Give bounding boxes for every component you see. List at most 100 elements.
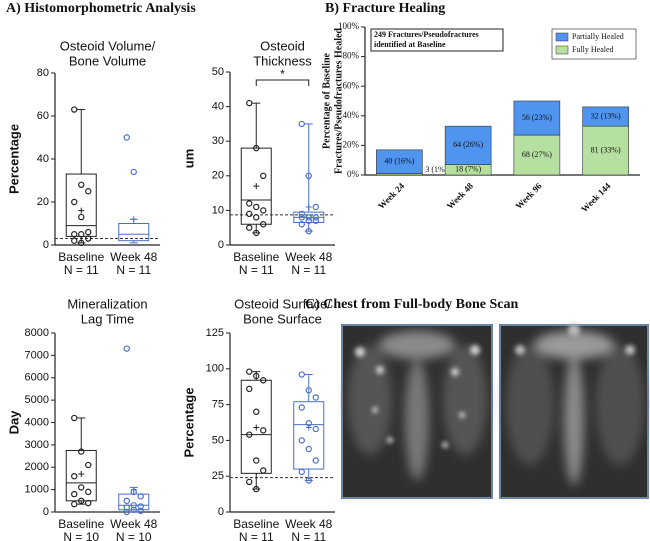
data-point: [260, 207, 267, 214]
data-point: [246, 210, 253, 218]
y-tick-label: 40: [37, 153, 49, 165]
y-axis-label: um: [181, 149, 196, 169]
x-tick-label: N = 11: [291, 530, 326, 541]
data-point: [312, 457, 319, 464]
data-point: [298, 404, 305, 411]
data-point: [246, 478, 253, 486]
data-point: [123, 497, 130, 505]
x-tick-label: Week 48: [285, 517, 332, 531]
y-axis-label: Percentage: [6, 124, 21, 194]
x-tick-label: Week 48: [445, 180, 476, 211]
data-point: [71, 500, 78, 508]
y-tick-label: 0: [218, 239, 224, 251]
legend-label: Fully Healed: [572, 45, 614, 54]
data-point: [246, 385, 253, 393]
bar-segment: [513, 134, 561, 176]
y-tick-label: 2000: [25, 461, 49, 473]
data-point: [305, 217, 312, 224]
chart-title: Lag Time: [81, 311, 134, 326]
chart-title: Osteoid Surface/: [234, 296, 331, 311]
data-point: [253, 408, 260, 415]
data-point: [137, 507, 144, 515]
x-tick-label: Week 96: [514, 180, 545, 211]
data-point: [85, 499, 92, 507]
x-tick-label: N = 11: [64, 263, 99, 277]
data-point: [253, 457, 260, 464]
box: [118, 223, 150, 242]
data-point: [305, 477, 312, 484]
y-tick-label: 4000: [25, 416, 49, 428]
x-tick-label: N = 11: [291, 263, 326, 277]
y-tick-label: 3000: [25, 439, 49, 451]
mean-marker: [253, 183, 260, 190]
y-tick-label: 0: [43, 506, 49, 518]
x-tick-label: Week 48: [110, 517, 157, 531]
data-point: [246, 368, 253, 375]
data-point: [130, 488, 137, 496]
y-tick-label: 20: [37, 196, 49, 208]
bar-segment: [376, 149, 423, 174]
chart-title: Osteoid Volume/: [60, 38, 156, 53]
y-tick-label: 40%: [343, 110, 360, 120]
data-point: [305, 420, 312, 427]
data-point: [137, 503, 144, 510]
y-tick-label: 60: [37, 110, 49, 122]
bone-scan-right: [499, 324, 649, 499]
y-tick-label: 0: [43, 239, 49, 251]
y-tick-label: 6000: [25, 372, 49, 384]
data-point: [85, 235, 92, 242]
data-point: [253, 229, 260, 237]
value-label: 18 (7%): [455, 165, 481, 174]
data-point: [123, 504, 130, 511]
data-point: [246, 200, 253, 207]
mean-marker: [130, 216, 137, 223]
data-point: [260, 467, 267, 474]
y-tick-label: 0%: [347, 169, 360, 179]
data-point: [85, 488, 92, 496]
value-label: 64 (26%): [453, 140, 483, 149]
x-tick-label: Baseline: [58, 250, 104, 264]
y-tick-label: 75: [212, 399, 224, 411]
data-point: [78, 213, 85, 221]
x-tick-label: Week 24: [376, 180, 407, 211]
data-point: [246, 224, 253, 231]
data-point: [78, 181, 85, 188]
box: [65, 449, 97, 502]
data-point: [305, 227, 312, 235]
box: [65, 173, 97, 237]
data-point: [78, 239, 85, 247]
data-point: [253, 372, 260, 380]
data-point: [298, 221, 305, 228]
y-tick-label: 1000: [25, 484, 49, 496]
y-tick-label: 30: [212, 135, 224, 147]
data-point: [123, 508, 130, 516]
y-tick-label: 80: [37, 67, 49, 79]
y-tick-label: 7000: [25, 349, 49, 361]
data-point: [312, 394, 319, 401]
box: [293, 401, 325, 470]
y-tick-label: 10: [212, 204, 224, 216]
mean-marker: [78, 470, 85, 477]
chart-title: Osteoid: [260, 38, 305, 53]
annotation: 249 Fractures/Pseudofractures: [374, 30, 479, 39]
data-point: [260, 172, 267, 179]
data-point: [130, 502, 137, 509]
data-point: [130, 168, 137, 176]
value-label: 68 (27%): [522, 150, 552, 159]
y-tick-label: 20: [212, 170, 224, 182]
data-point: [71, 198, 78, 206]
box: [240, 147, 272, 225]
panel-title: A) Histomorphometric Analysis: [6, 1, 196, 16]
x-tick-label: N = 10: [116, 530, 152, 541]
annotation: identified at Baseline: [374, 40, 446, 49]
significance-label: *: [280, 67, 285, 81]
data-point: [246, 99, 253, 107]
data-point: [305, 172, 312, 179]
y-tick-label: 0: [218, 506, 224, 518]
mean-marker: [253, 424, 260, 431]
legend-swatch: [555, 32, 569, 42]
mean-marker: [305, 203, 312, 210]
data-point: [71, 490, 78, 498]
y-tick-label: 20%: [343, 139, 360, 149]
data-point: [312, 214, 319, 221]
